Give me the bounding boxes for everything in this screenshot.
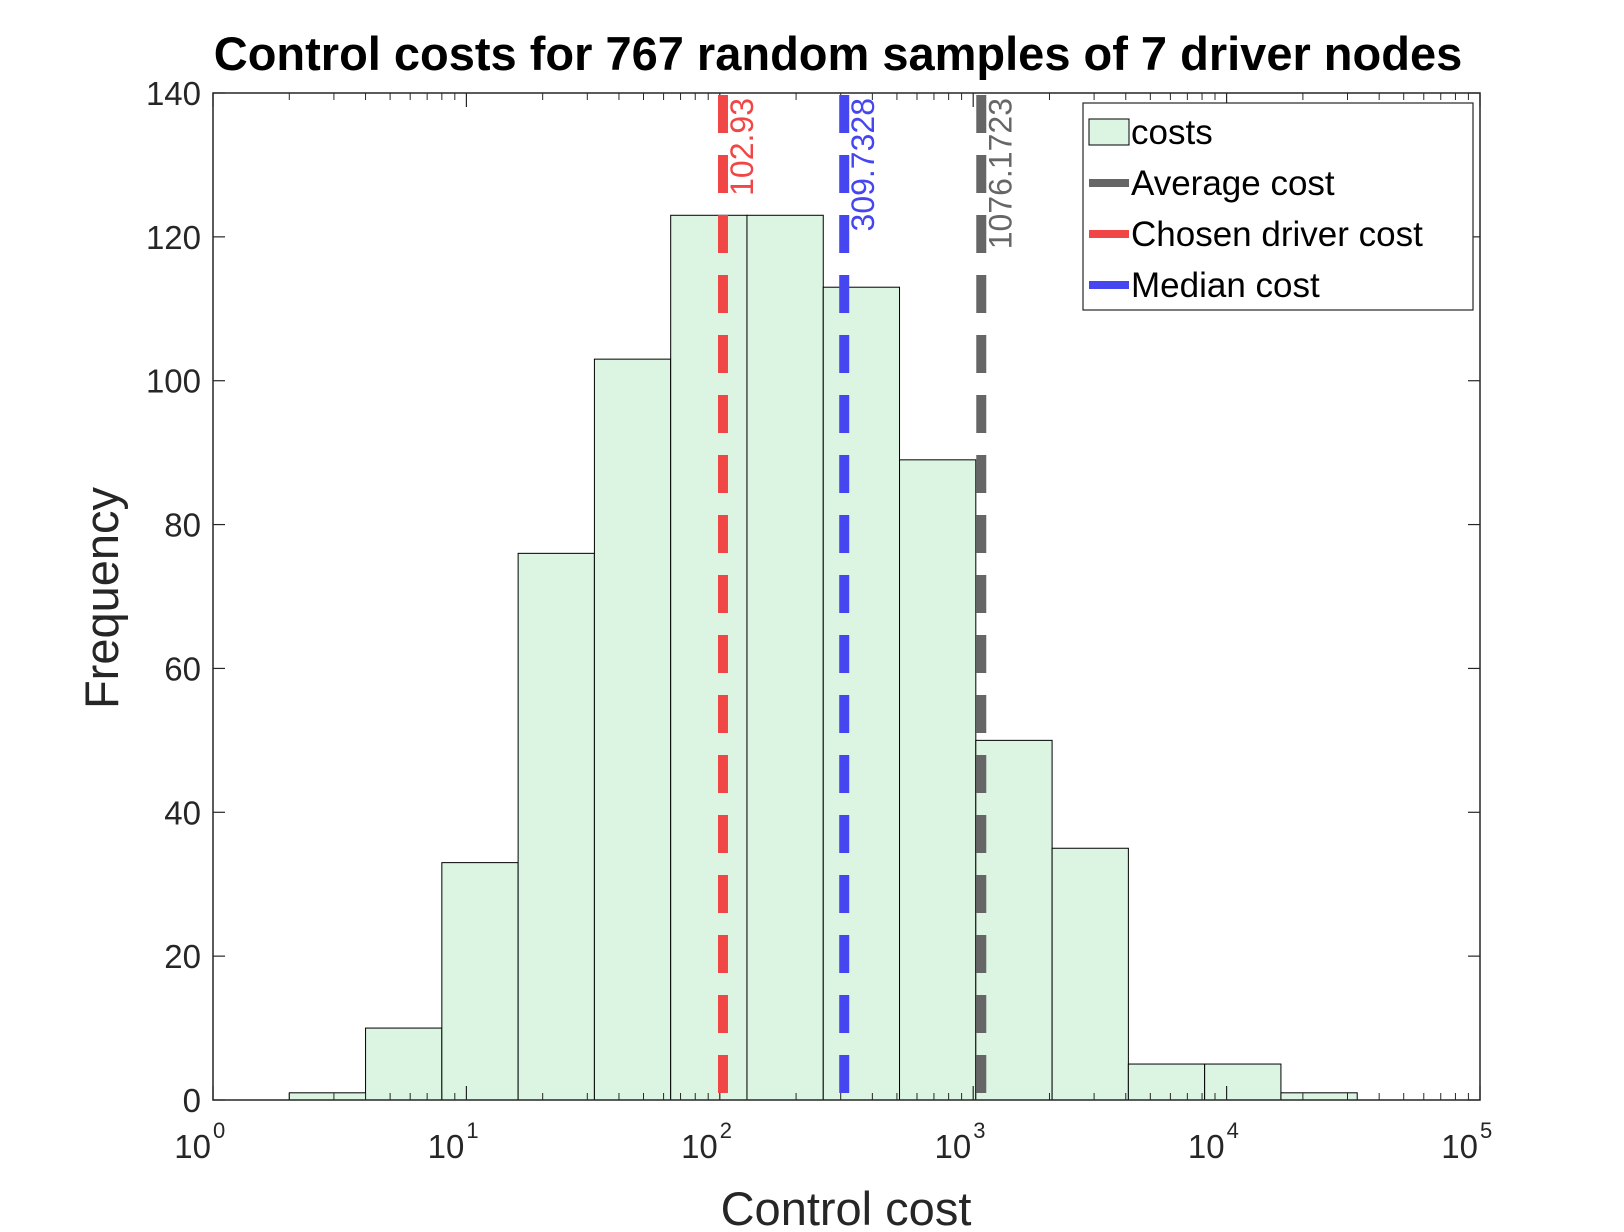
legend-entry-label: costs bbox=[1131, 113, 1213, 152]
histogram-bar bbox=[746, 214, 824, 1101]
x-tick-exponent: 3 bbox=[973, 1118, 985, 1143]
y-tick-label: 120 bbox=[146, 219, 201, 256]
x-tick-label: 10 bbox=[428, 1128, 465, 1165]
legend-entry-label: Average cost bbox=[1131, 164, 1335, 203]
reference-lines bbox=[717, 95, 987, 1100]
histogram-bar bbox=[822, 286, 901, 1101]
histogram-bar bbox=[1127, 1063, 1206, 1101]
y-tick-label: 0 bbox=[183, 1082, 201, 1119]
x-tick-exponent: 1 bbox=[466, 1118, 478, 1143]
reference-line-label: 1076.1723 bbox=[982, 98, 1018, 249]
y-tick-label: 100 bbox=[146, 363, 201, 400]
x-tick-exponent: 4 bbox=[1227, 1118, 1239, 1143]
x-tick-exponent: 5 bbox=[1480, 1118, 1492, 1143]
y-tick-label: 140 bbox=[146, 75, 201, 112]
axes-box bbox=[212, 92, 1481, 1101]
histogram-bar bbox=[288, 1092, 367, 1101]
x-axis-label: Control cost bbox=[721, 1182, 972, 1232]
x-tick-label: 10 bbox=[174, 1128, 211, 1165]
histogram-bar bbox=[593, 358, 672, 1101]
legend-entry-label: Median cost bbox=[1131, 266, 1320, 305]
histogram-bar bbox=[1051, 847, 1129, 1101]
legend-entry-label: Chosen driver cost bbox=[1131, 215, 1423, 254]
x-tick-label: 10 bbox=[934, 1128, 971, 1165]
legend-box bbox=[1082, 102, 1474, 311]
y-tick-label: 60 bbox=[164, 650, 201, 687]
reference-line-label: 309.7328 bbox=[845, 98, 881, 231]
x-tick-exponent: 2 bbox=[720, 1118, 732, 1143]
histogram-bar bbox=[670, 214, 748, 1101]
y-tick-label: 40 bbox=[164, 794, 201, 831]
chart-title: Control costs for 767 random samples of … bbox=[214, 27, 1462, 80]
x-tick-exponent: 0 bbox=[213, 1118, 225, 1143]
histogram-bar bbox=[975, 739, 1053, 1101]
y-tick-label: 80 bbox=[164, 507, 201, 544]
reference-line-label: 102.93 bbox=[724, 98, 760, 196]
legend: costs Average cost Chosen driver cost Media… bbox=[1082, 102, 1474, 311]
histogram-bar bbox=[517, 552, 595, 1101]
x-tick-label: 10 bbox=[1188, 1128, 1225, 1165]
histogram-bar bbox=[899, 459, 977, 1101]
histogram-bar bbox=[1204, 1063, 1282, 1101]
x-tick-label: 10 bbox=[1441, 1128, 1478, 1165]
y-tick-label: 20 bbox=[164, 938, 201, 975]
reference-line-labels: 1076.1723 102.93 309.7328 bbox=[724, 98, 1018, 249]
y-axis-label: Frequency bbox=[75, 486, 128, 709]
x-tick-label: 10 bbox=[681, 1128, 718, 1165]
histogram-bar bbox=[365, 1027, 443, 1101]
histogram-bars bbox=[288, 214, 1358, 1101]
histogram-bar bbox=[1280, 1092, 1358, 1101]
legend-swatch bbox=[1088, 118, 1130, 146]
histogram-bar bbox=[441, 862, 519, 1101]
